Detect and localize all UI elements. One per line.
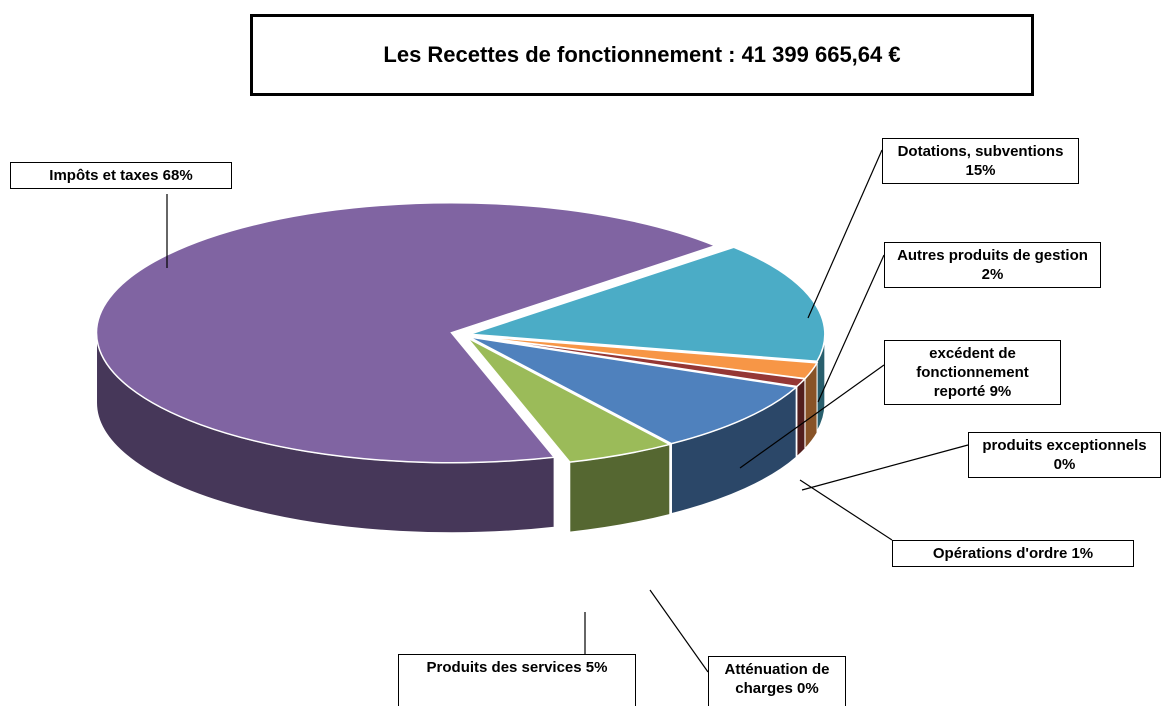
slice-label: excédent de fonctionnement reporté 9% — [884, 340, 1061, 405]
slice — [469, 246, 826, 363]
leader-line — [807, 149, 883, 319]
slice-label: Dotations, subventions 15% — [882, 138, 1079, 184]
slice-label: Atténuation de charges 0% — [708, 656, 846, 706]
slice — [466, 337, 672, 463]
slice-label: produits exceptionnels 0% — [968, 432, 1161, 478]
slice-label: Opérations d'ordre 1% — [892, 540, 1134, 567]
slice-label: Autres produits de gestion 2% — [884, 242, 1101, 288]
slice-side — [796, 377, 806, 458]
slice — [469, 335, 807, 388]
leader-line — [801, 444, 969, 491]
slice — [95, 201, 718, 464]
chart-title: Les Recettes de fonctionnement : 41 399 … — [250, 14, 1034, 96]
leader-line — [799, 479, 893, 541]
leader-line — [739, 364, 885, 469]
slice-label: Impôts et taxes 68% — [10, 162, 232, 189]
slice — [468, 336, 798, 445]
slice-label: Produits des services 5% — [398, 654, 636, 706]
leader-line — [649, 589, 709, 673]
leader-line — [817, 254, 885, 403]
